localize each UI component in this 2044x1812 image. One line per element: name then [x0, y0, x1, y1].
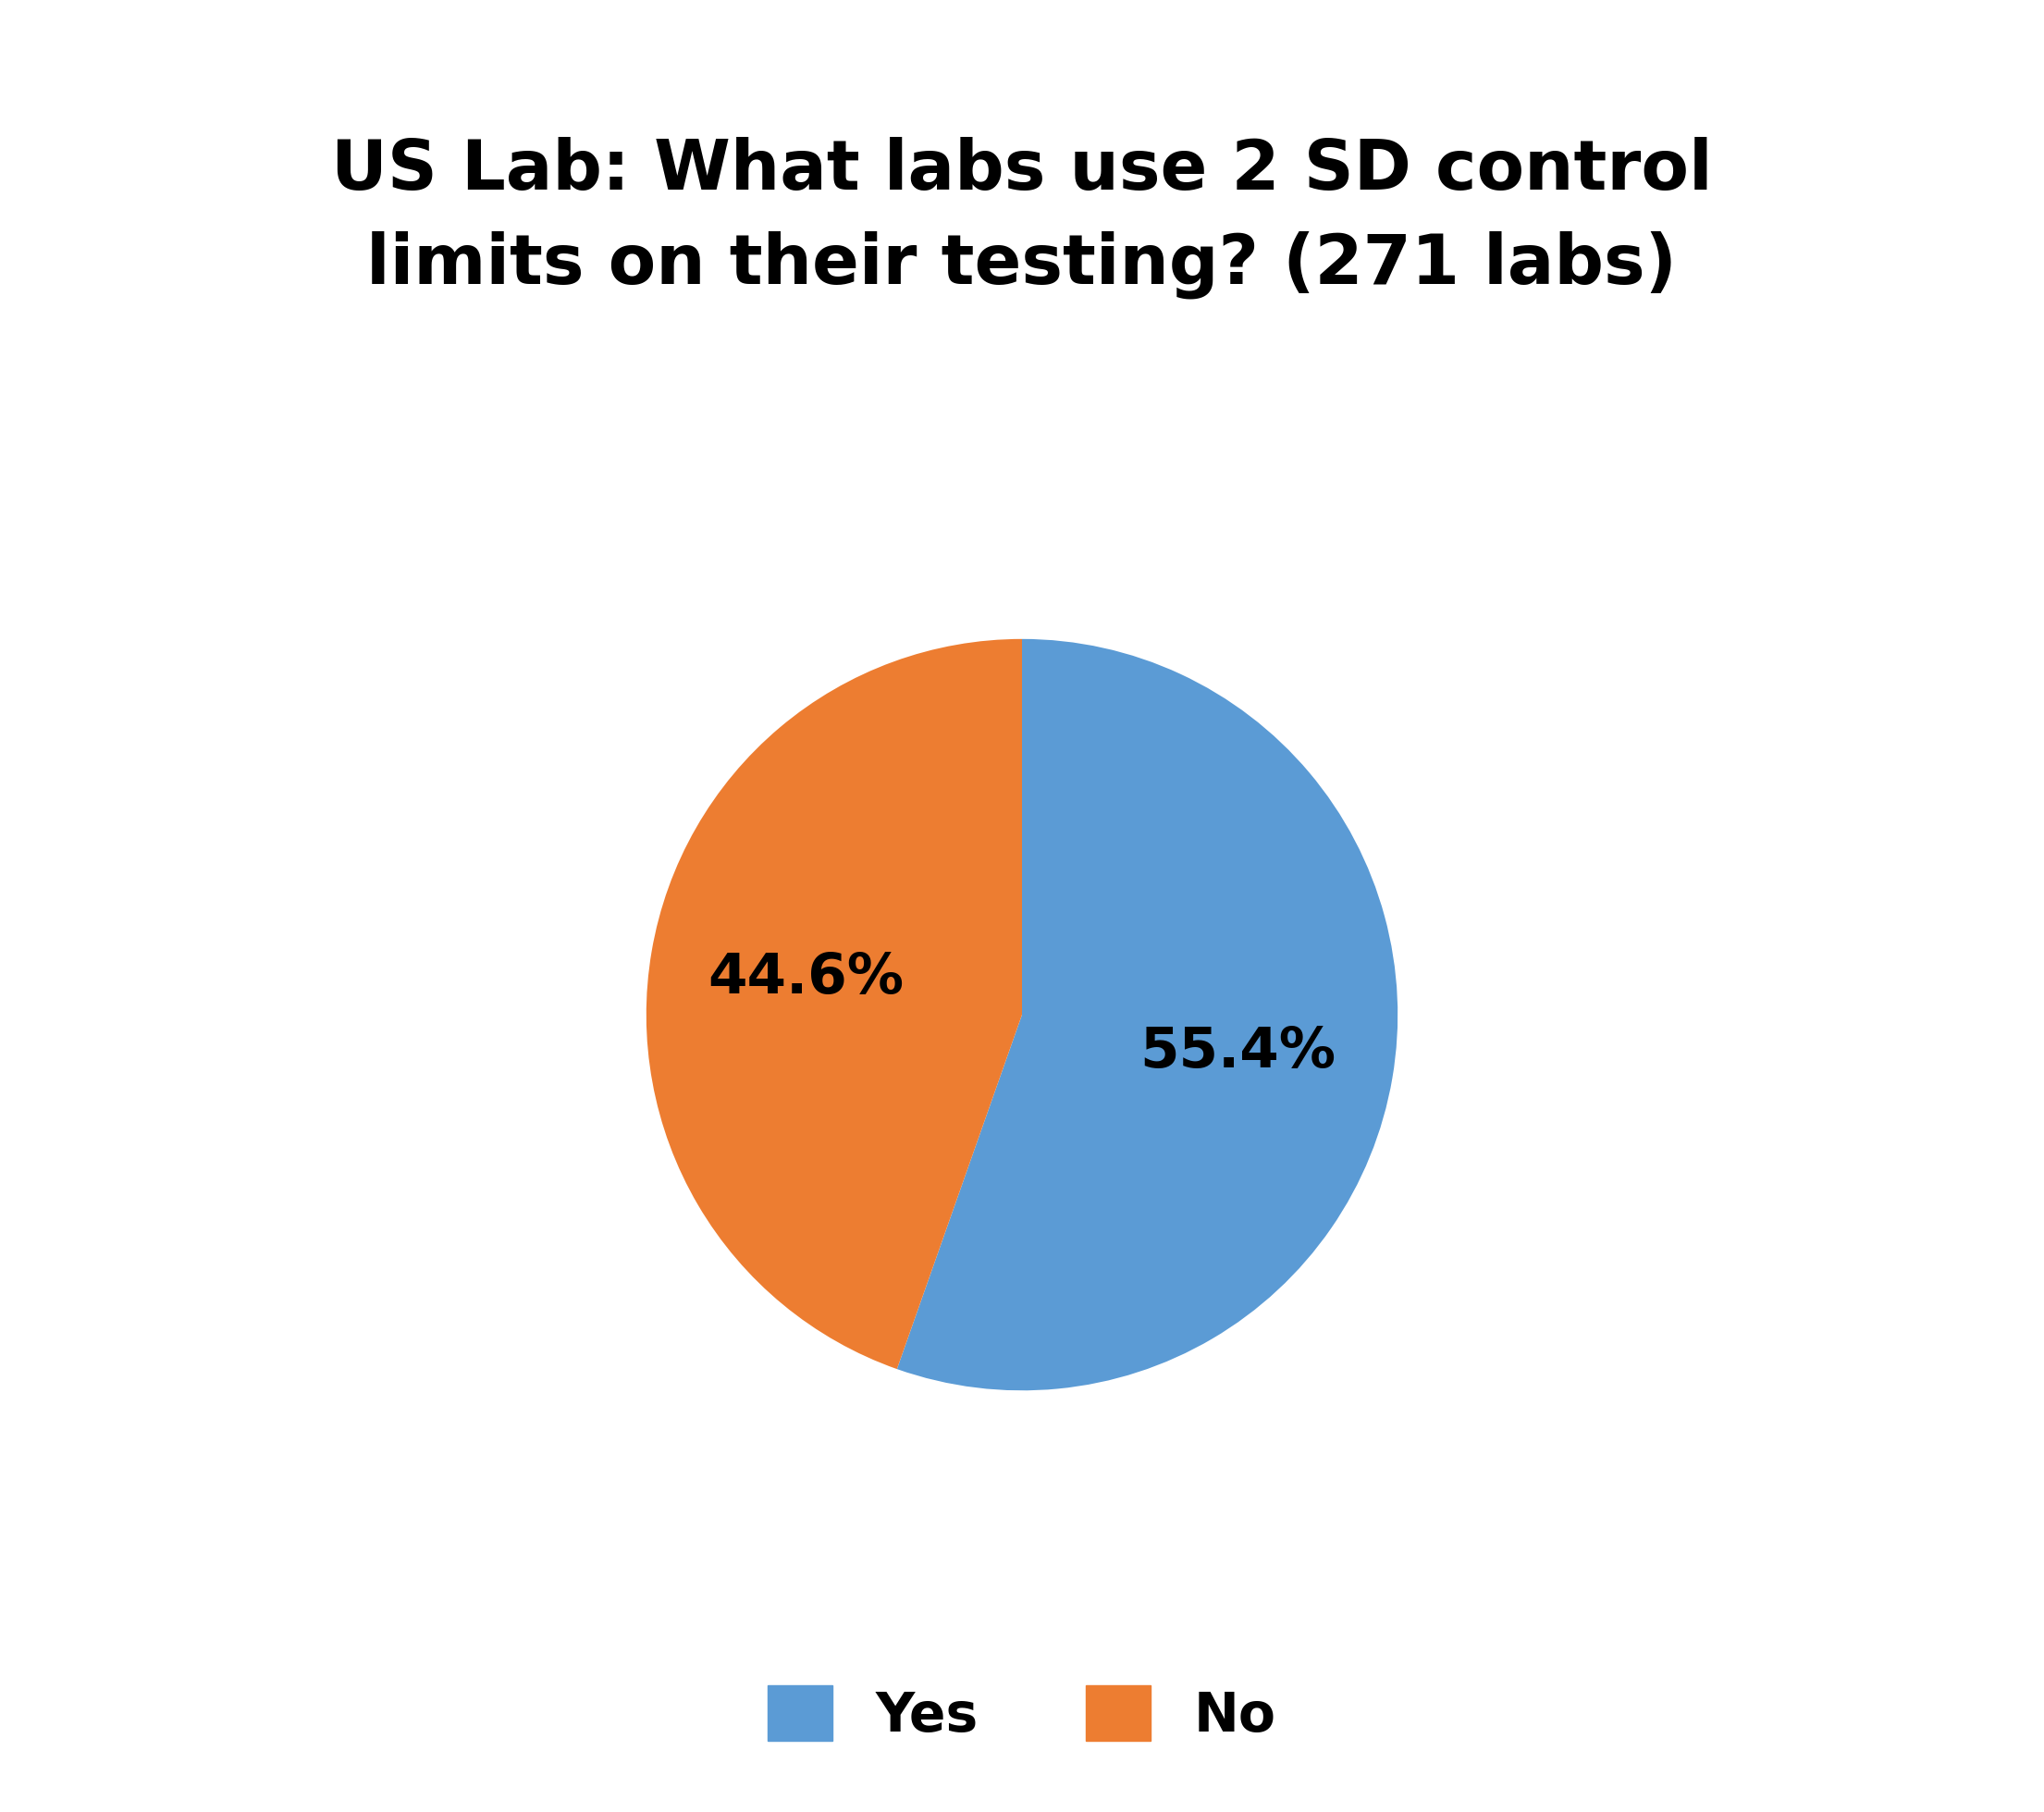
Text: 55.4%: 55.4%	[1141, 1024, 1337, 1078]
Wedge shape	[646, 640, 1022, 1370]
Text: US Lab: What labs use 2 SD control
limits on their testing? (271 labs): US Lab: What labs use 2 SD control limit…	[331, 136, 1713, 299]
Text: 44.6%: 44.6%	[707, 951, 903, 1006]
Legend: Yes, No: Yes, No	[713, 1633, 1331, 1798]
Wedge shape	[897, 640, 1398, 1390]
